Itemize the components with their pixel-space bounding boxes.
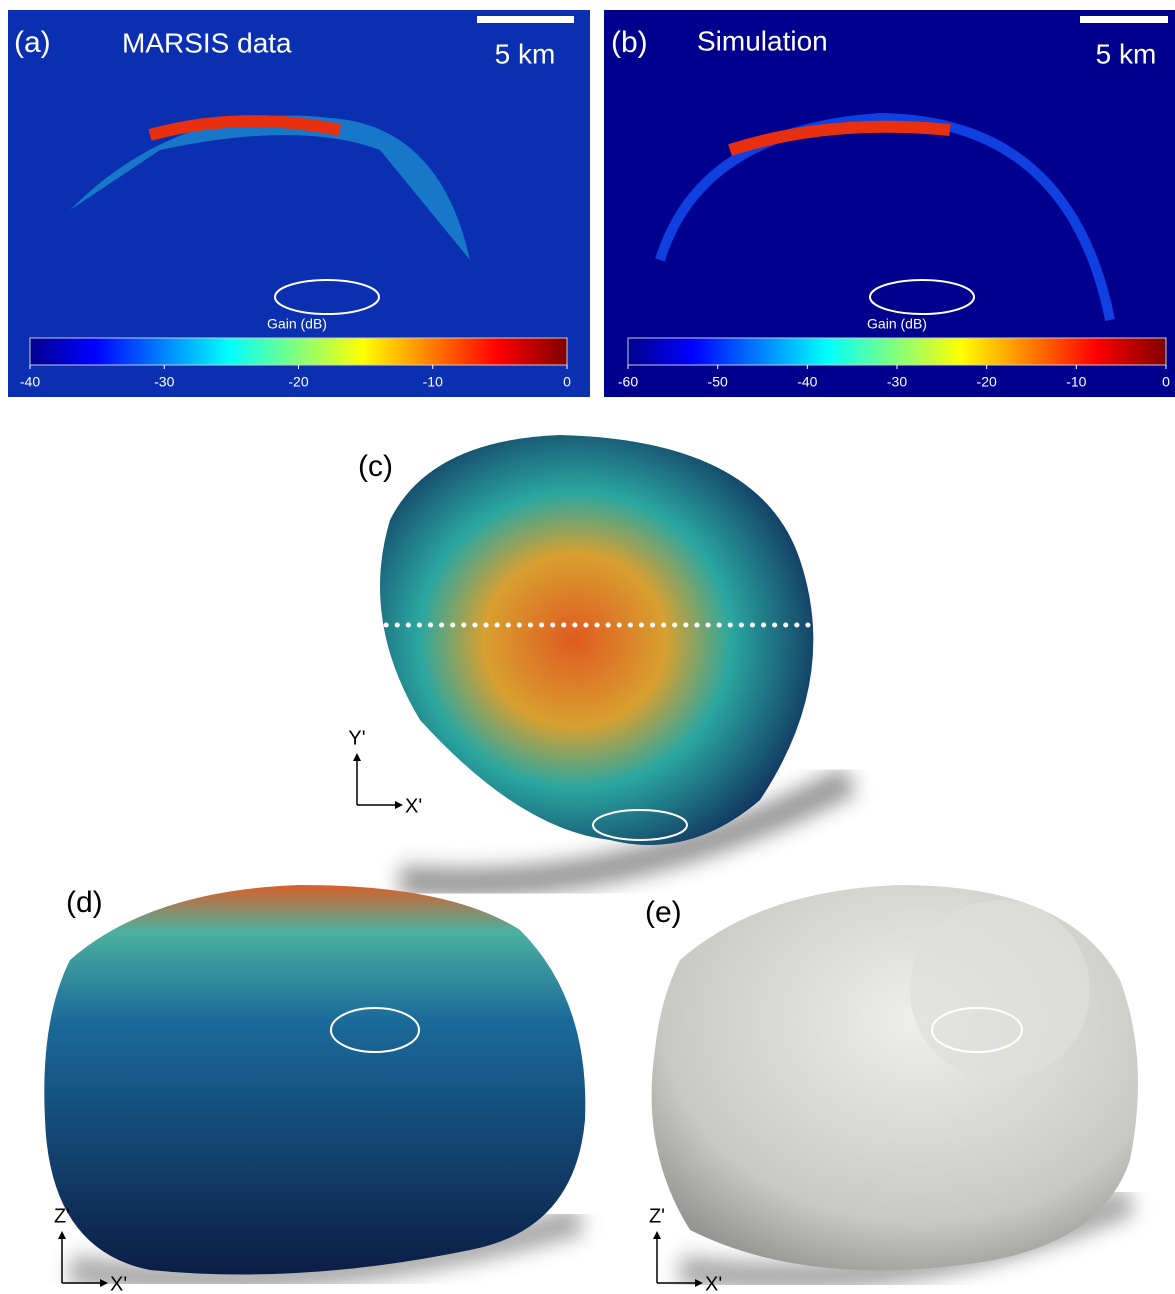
colorbar <box>29 337 568 366</box>
scale-bar <box>477 16 574 23</box>
scale-bar-label: 5 km <box>495 38 556 69</box>
panel-title: Simulation <box>697 25 828 56</box>
highlight <box>274 279 380 315</box>
axis-label: Z' <box>649 1205 665 1227</box>
panel-label: (c) <box>358 450 393 483</box>
echo <box>655 112 1115 321</box>
axis-label: Y' <box>348 727 365 749</box>
colorbar-tick-label: -30 <box>154 374 174 390</box>
panel-b-image <box>604 10 1175 397</box>
axis-label: Z' <box>54 1205 70 1227</box>
colorbar-tick-label: -20 <box>288 374 308 390</box>
colorbar-tick-label: -20 <box>977 374 997 390</box>
colorbar-label: Gain (dB) <box>867 316 927 332</box>
colorbar-tick-label: 0 <box>1162 374 1170 390</box>
colorbar-label: Gain (dB) <box>267 316 327 332</box>
colorbar <box>627 337 1167 366</box>
panel-label: (d) <box>66 886 103 919</box>
body-c <box>380 435 814 845</box>
highlight <box>330 1007 420 1053</box>
colorbar-tick-label: -50 <box>708 374 728 390</box>
panel-title: MARSIS data <box>122 27 292 58</box>
arrow-head <box>353 753 361 761</box>
colorbar-tick-label: -40 <box>20 374 40 390</box>
arrow-head <box>58 1231 66 1239</box>
colorbar-tick-label: -10 <box>423 374 443 390</box>
crater <box>910 900 1090 1080</box>
colorbar-tick-label: -60 <box>618 374 638 390</box>
arrow-head <box>100 1279 108 1287</box>
shadow <box>398 766 857 898</box>
echo-core <box>148 115 342 141</box>
axis-label: X' <box>405 795 422 817</box>
panel-label: (b) <box>611 26 648 59</box>
highlight <box>592 809 688 841</box>
panel-label: (e) <box>645 896 682 929</box>
arrow-head <box>395 801 403 809</box>
arrow-head <box>653 1231 661 1239</box>
panel-a-image <box>8 10 590 397</box>
colorbar-tick-label: 0 <box>563 374 571 390</box>
echo-core <box>728 120 951 156</box>
scale-bar <box>1080 16 1168 23</box>
axis-label: X' <box>110 1273 127 1294</box>
panel-label: (a) <box>14 26 51 59</box>
highlight <box>869 279 975 315</box>
axis-label: X' <box>705 1273 722 1294</box>
colorbar-tick-label: -10 <box>1066 374 1086 390</box>
colorbar-tick-label: -40 <box>797 374 817 390</box>
body-d <box>44 885 586 1275</box>
highlight <box>931 1007 1023 1053</box>
arrow-head <box>695 1279 703 1287</box>
colorbar-tick-label: -30 <box>887 374 907 390</box>
scale-bar-label: 5 km <box>1096 38 1157 69</box>
